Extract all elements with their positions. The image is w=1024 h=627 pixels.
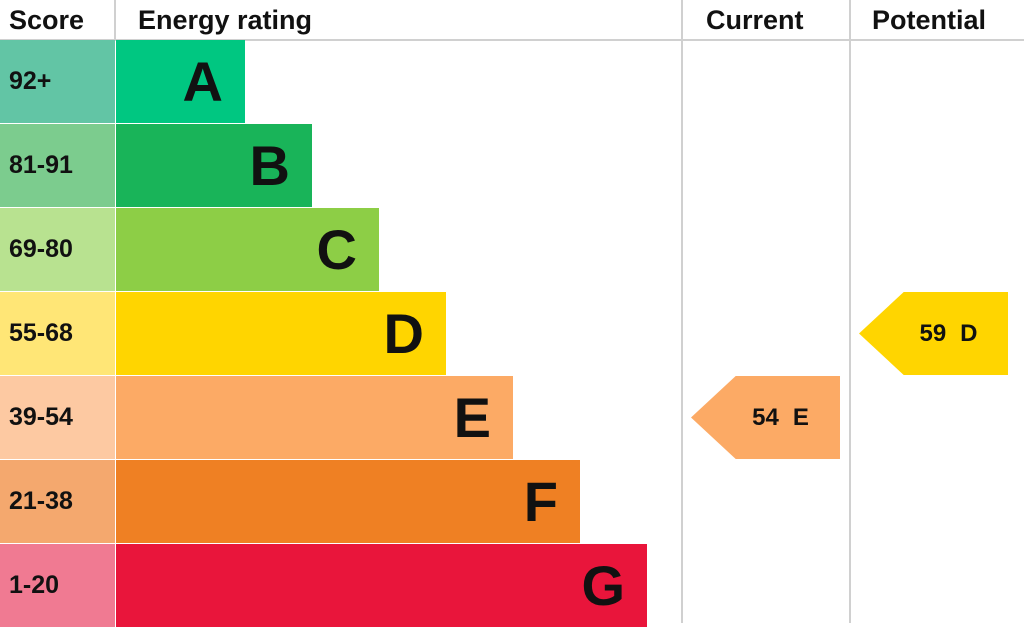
potential-rating-arrow: 59 D: [859, 292, 1008, 375]
band-score-e: 39-54: [0, 376, 115, 459]
band-bar-f: F: [116, 460, 580, 543]
band-score-d: 55-68: [0, 292, 115, 375]
band-bar-c: C: [116, 208, 379, 291]
band-score-g: 1-20: [0, 544, 115, 627]
band-score-a: 92+: [0, 40, 115, 123]
band-bar-b: B: [116, 124, 312, 207]
header-potential: Potential: [872, 5, 987, 35]
band-bar-d: D: [116, 292, 446, 375]
potential-letter: D: [960, 319, 978, 347]
band-bar-e: E: [116, 376, 513, 459]
header-score: Score: [9, 5, 85, 35]
potential-value: 59: [919, 319, 947, 347]
current-value: 54: [752, 403, 779, 431]
header-divider: [0, 39, 1024, 41]
band-score-f: 21-38: [0, 460, 115, 543]
column-divider: [849, 0, 851, 623]
header-current: Current: [706, 5, 804, 35]
header-energy-rating: Energy rating: [138, 5, 313, 35]
band-bar-a: A: [116, 40, 245, 123]
current-rating-arrow: 54 E: [691, 376, 840, 459]
band-bar-g: G: [116, 544, 647, 627]
band-score-b: 81-91: [0, 124, 115, 207]
column-divider: [114, 0, 116, 40]
column-divider: [681, 0, 683, 623]
current-letter: E: [792, 403, 809, 431]
band-score-c: 69-80: [0, 208, 115, 291]
